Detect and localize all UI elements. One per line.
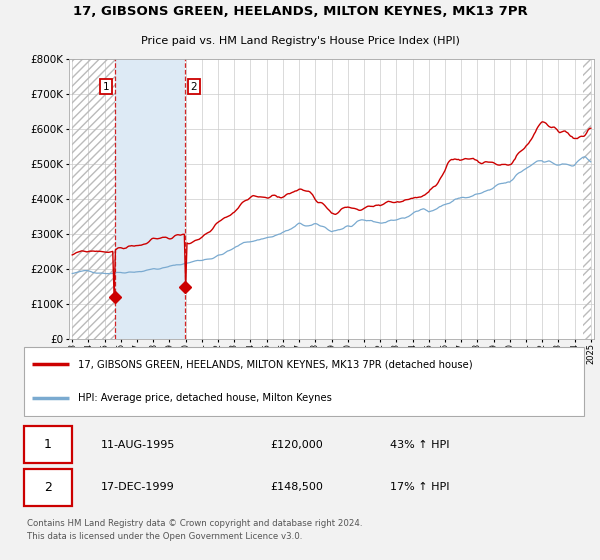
Text: HPI: Average price, detached house, Milton Keynes: HPI: Average price, detached house, Milt… (78, 393, 332, 403)
Text: 2: 2 (191, 82, 197, 92)
Text: Contains HM Land Registry data © Crown copyright and database right 2024.
This d: Contains HM Land Registry data © Crown c… (26, 519, 362, 540)
Text: £148,500: £148,500 (271, 483, 323, 492)
Text: 17, GIBSONS GREEN, HEELANDS, MILTON KEYNES, MK13 7PR: 17, GIBSONS GREEN, HEELANDS, MILTON KEYN… (73, 5, 527, 18)
Text: 1: 1 (103, 82, 109, 92)
Text: 43% ↑ HPI: 43% ↑ HPI (389, 440, 449, 450)
Text: £120,000: £120,000 (271, 440, 323, 450)
Text: 11-AUG-1995: 11-AUG-1995 (100, 440, 175, 450)
Text: 17% ↑ HPI: 17% ↑ HPI (389, 483, 449, 492)
FancyBboxPatch shape (24, 469, 72, 506)
Text: 17, GIBSONS GREEN, HEELANDS, MILTON KEYNES, MK13 7PR (detached house): 17, GIBSONS GREEN, HEELANDS, MILTON KEYN… (78, 359, 472, 369)
Text: 17-DEC-1999: 17-DEC-1999 (100, 483, 174, 492)
Text: Price paid vs. HM Land Registry's House Price Index (HPI): Price paid vs. HM Land Registry's House … (140, 36, 460, 46)
FancyBboxPatch shape (24, 427, 72, 464)
Text: 2: 2 (44, 481, 52, 494)
Text: 1: 1 (44, 438, 52, 451)
FancyBboxPatch shape (24, 347, 584, 416)
